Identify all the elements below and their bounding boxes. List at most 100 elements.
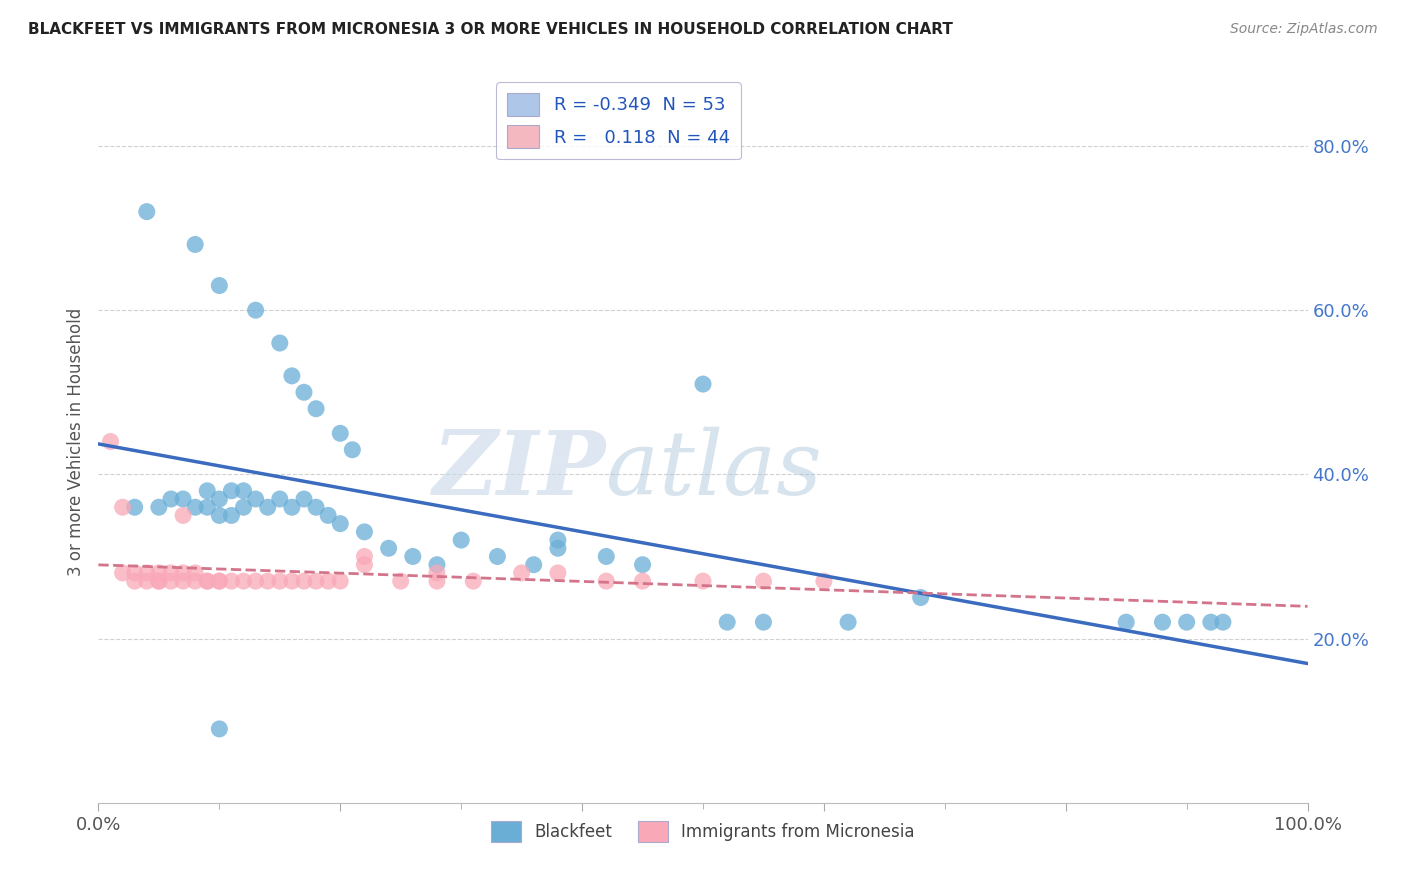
- Point: [135, 566, 157, 580]
- Text: atlas: atlas: [606, 427, 823, 514]
- Point: [221, 574, 243, 588]
- Point: [389, 574, 412, 588]
- Point: [184, 500, 207, 515]
- Point: [402, 549, 425, 564]
- Point: [195, 574, 218, 588]
- Point: [523, 558, 546, 572]
- Point: [208, 491, 231, 506]
- Point: [353, 549, 375, 564]
- Point: [208, 722, 231, 736]
- Point: [245, 574, 267, 588]
- Point: [692, 574, 714, 588]
- Point: [837, 615, 859, 630]
- Point: [232, 574, 254, 588]
- Point: [1212, 615, 1234, 630]
- Legend: Blackfeet, Immigrants from Micronesia: Blackfeet, Immigrants from Micronesia: [485, 814, 921, 848]
- Point: [329, 516, 352, 531]
- Point: [547, 566, 569, 580]
- Point: [910, 591, 932, 605]
- Point: [208, 574, 231, 588]
- Point: [752, 615, 775, 630]
- Point: [1175, 615, 1198, 630]
- Point: [256, 574, 278, 588]
- Point: [486, 549, 509, 564]
- Point: [292, 491, 315, 506]
- Point: [353, 558, 375, 572]
- Point: [281, 574, 304, 588]
- Text: ZIP: ZIP: [433, 427, 606, 514]
- Point: [281, 500, 304, 515]
- Point: [111, 566, 134, 580]
- Point: [281, 368, 304, 383]
- Point: [221, 508, 243, 523]
- Point: [329, 574, 352, 588]
- Point: [208, 278, 231, 293]
- Point: [547, 533, 569, 547]
- Point: [316, 574, 339, 588]
- Point: [148, 500, 170, 515]
- Point: [172, 491, 194, 506]
- Point: [184, 237, 207, 252]
- Point: [184, 574, 207, 588]
- Point: [172, 508, 194, 523]
- Point: [595, 574, 617, 588]
- Point: [195, 483, 218, 498]
- Point: [813, 574, 835, 588]
- Point: [208, 508, 231, 523]
- Point: [245, 491, 267, 506]
- Point: [124, 566, 146, 580]
- Point: [377, 541, 399, 556]
- Point: [160, 574, 183, 588]
- Point: [305, 401, 328, 416]
- Point: [148, 574, 170, 588]
- Point: [426, 574, 449, 588]
- Point: [256, 500, 278, 515]
- Point: [135, 204, 157, 219]
- Point: [232, 500, 254, 515]
- Point: [135, 574, 157, 588]
- Point: [232, 483, 254, 498]
- Point: [329, 426, 352, 441]
- Point: [692, 377, 714, 392]
- Point: [172, 566, 194, 580]
- Point: [124, 500, 146, 515]
- Point: [426, 558, 449, 572]
- Point: [208, 574, 231, 588]
- Point: [1115, 615, 1137, 630]
- Point: [269, 491, 291, 506]
- Point: [305, 574, 328, 588]
- Point: [221, 483, 243, 498]
- Point: [269, 336, 291, 351]
- Point: [426, 566, 449, 580]
- Point: [547, 541, 569, 556]
- Point: [1152, 615, 1174, 630]
- Point: [148, 566, 170, 580]
- Point: [172, 574, 194, 588]
- Point: [195, 500, 218, 515]
- Point: [316, 508, 339, 523]
- Y-axis label: 3 or more Vehicles in Household: 3 or more Vehicles in Household: [66, 308, 84, 575]
- Point: [342, 442, 364, 457]
- Point: [510, 566, 533, 580]
- Point: [353, 524, 375, 539]
- Point: [160, 566, 183, 580]
- Point: [111, 500, 134, 515]
- Point: [148, 574, 170, 588]
- Text: BLACKFEET VS IMMIGRANTS FROM MICRONESIA 3 OR MORE VEHICLES IN HOUSEHOLD CORRELAT: BLACKFEET VS IMMIGRANTS FROM MICRONESIA …: [28, 22, 953, 37]
- Point: [195, 574, 218, 588]
- Point: [292, 385, 315, 400]
- Point: [269, 574, 291, 588]
- Point: [631, 574, 654, 588]
- Point: [160, 491, 183, 506]
- Point: [631, 558, 654, 572]
- Point: [184, 566, 207, 580]
- Point: [124, 574, 146, 588]
- Text: Source: ZipAtlas.com: Source: ZipAtlas.com: [1230, 22, 1378, 37]
- Point: [100, 434, 122, 449]
- Point: [305, 500, 328, 515]
- Point: [450, 533, 472, 547]
- Point: [595, 549, 617, 564]
- Point: [463, 574, 485, 588]
- Point: [752, 574, 775, 588]
- Point: [716, 615, 738, 630]
